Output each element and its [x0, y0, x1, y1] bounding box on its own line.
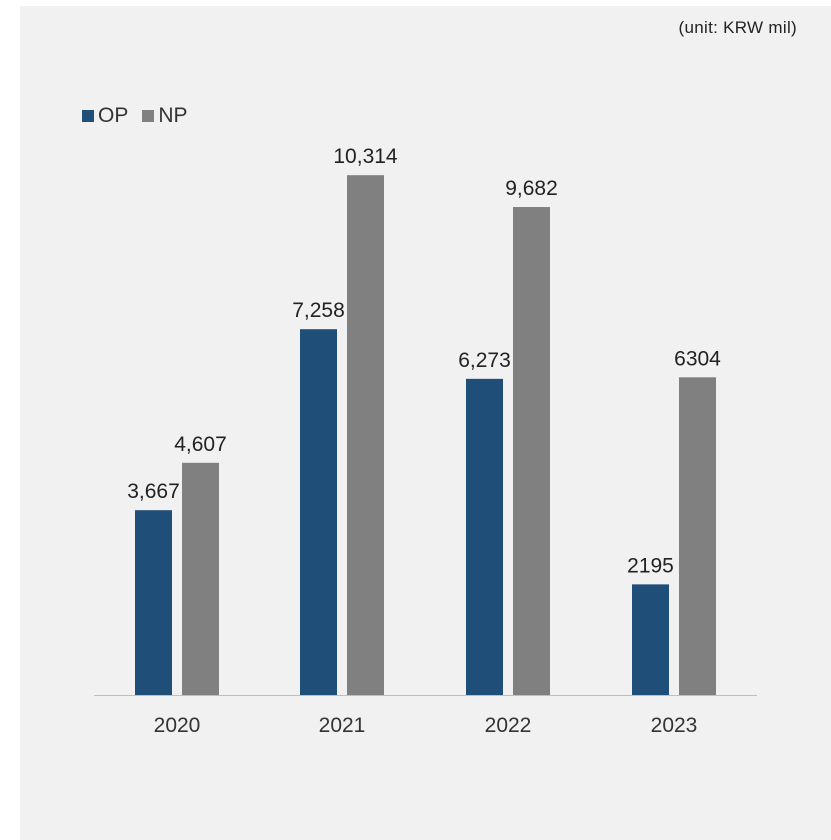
data-label-np-2023: 6304	[674, 347, 721, 370]
bar-np-2020	[182, 462, 219, 695]
legend-item-op: OP	[82, 104, 128, 128]
data-label-op-2021: 7,258	[292, 299, 345, 322]
legend-label-op: OP	[98, 104, 129, 127]
data-label-op-2023: 2195	[627, 554, 674, 577]
bar-np-2023	[679, 377, 716, 695]
legend-swatch-np	[142, 110, 155, 122]
bar-op-2023	[632, 584, 669, 695]
x-tick-label-2022: 2022	[485, 714, 532, 737]
bar-op-2021	[300, 329, 337, 695]
data-label-op-2022: 6,273	[458, 349, 511, 372]
x-tick-label-2021: 2021	[319, 714, 366, 737]
legend: OP NP	[82, 104, 202, 128]
bar-np-2021	[347, 175, 384, 696]
bar-op-2022	[466, 378, 503, 695]
legend-swatch-op	[82, 110, 94, 122]
data-label-np-2022: 9,682	[505, 177, 558, 200]
legend-item-np: NP	[142, 104, 188, 128]
unit-note: (unit: KRW mil)	[678, 18, 797, 37]
data-label-np-2020: 4,607	[174, 433, 227, 456]
data-label-op-2020: 3,667	[127, 480, 180, 503]
bar-np-2022	[513, 207, 550, 695]
x-tick-label-2020: 2020	[154, 714, 201, 737]
data-label-np-2021: 10,314	[333, 145, 398, 168]
legend-label-np: NP	[158, 104, 188, 127]
x-tick-label-2023: 2023	[651, 714, 698, 737]
bar-op-2020	[135, 510, 172, 695]
